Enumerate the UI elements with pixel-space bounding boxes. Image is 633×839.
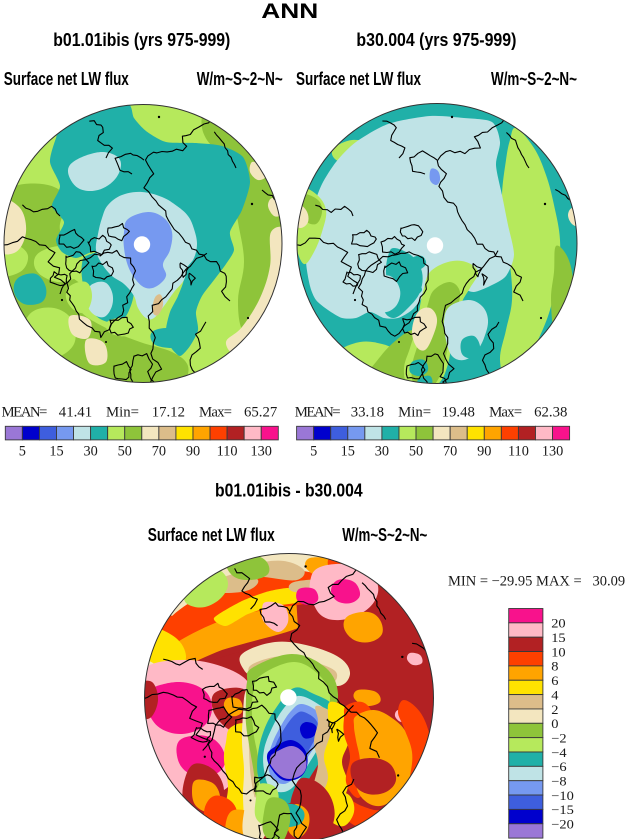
svg-text:50: 50 (409, 444, 423, 460)
svg-text:17.12: 17.12 (152, 405, 185, 421)
svg-text:W/m~S~2~N~: W/m~S~2~N~ (342, 525, 427, 545)
svg-text:30: 30 (375, 444, 389, 460)
svg-text:130: 130 (251, 444, 272, 460)
svg-text:b01.01ibis - b30.004: b01.01ibis - b30.004 (215, 480, 363, 501)
svg-text:Surface net LW flux: Surface net LW flux (148, 525, 275, 545)
svg-text:ANN: ANN (261, 0, 318, 23)
svg-text:−8: −8 (551, 774, 567, 788)
svg-text:6: 6 (551, 674, 558, 688)
svg-text:30: 30 (83, 444, 97, 460)
svg-text:50: 50 (118, 444, 132, 460)
svg-text:41.41: 41.41 (59, 405, 92, 421)
svg-text:70: 70 (443, 444, 457, 460)
svg-text:−10: −10 (551, 789, 574, 803)
svg-text:−6: −6 (551, 760, 567, 774)
svg-text:2: 2 (551, 703, 558, 717)
svg-text:0: 0 (551, 717, 558, 731)
svg-text:5: 5 (310, 444, 317, 460)
svg-text:65.27: 65.27 (244, 405, 277, 421)
svg-text:10: 10 (551, 645, 566, 659)
svg-text:Surface net LW flux: Surface net LW flux (4, 69, 129, 89)
svg-text:19.48: 19.48 (442, 405, 475, 421)
svg-text:Min=: Min= (398, 405, 431, 421)
svg-text:b30.004 (yrs 975-999): b30.004 (yrs 975-999) (356, 29, 516, 50)
svg-text:W/m~S~2~N~: W/m~S~2~N~ (197, 69, 283, 89)
svg-text:15: 15 (551, 631, 566, 645)
svg-text:−15: −15 (551, 803, 574, 817)
svg-text:110: 110 (217, 444, 238, 460)
svg-text:4: 4 (551, 688, 558, 702)
svg-text:90: 90 (477, 444, 491, 460)
svg-text:−2: −2 (551, 731, 567, 745)
svg-text:130: 130 (542, 444, 563, 460)
svg-text:−20: −20 (551, 817, 574, 831)
svg-text:Surface net LW flux: Surface net LW flux (296, 69, 421, 89)
svg-text:Max=: Max= (489, 405, 522, 421)
svg-text:5: 5 (19, 444, 26, 460)
svg-text:−4: −4 (551, 746, 567, 760)
svg-text:62.38: 62.38 (534, 405, 567, 421)
svg-text:20: 20 (551, 616, 566, 630)
svg-text:MEAN=: MEAN= (295, 405, 341, 421)
svg-text:110: 110 (508, 444, 529, 460)
svg-text:Max=: Max= (199, 405, 232, 421)
svg-text:15: 15 (49, 444, 63, 460)
svg-text:b01.01ibis (yrs 975-999): b01.01ibis (yrs 975-999) (53, 29, 230, 50)
svg-text:33.18: 33.18 (351, 405, 384, 421)
svg-text:W/m~S~2~N~: W/m~S~2~N~ (491, 69, 577, 89)
svg-text:8: 8 (551, 659, 558, 673)
svg-text:15: 15 (341, 444, 355, 460)
svg-text:Min=: Min= (106, 405, 139, 421)
svg-text:70: 70 (152, 444, 166, 460)
svg-text:MEAN=: MEAN= (2, 405, 48, 421)
svg-text:90: 90 (186, 444, 200, 460)
svg-text:MIN = −29.95 MAX = 30.09: MIN = −29.95 MAX = 30.09 (448, 574, 625, 590)
